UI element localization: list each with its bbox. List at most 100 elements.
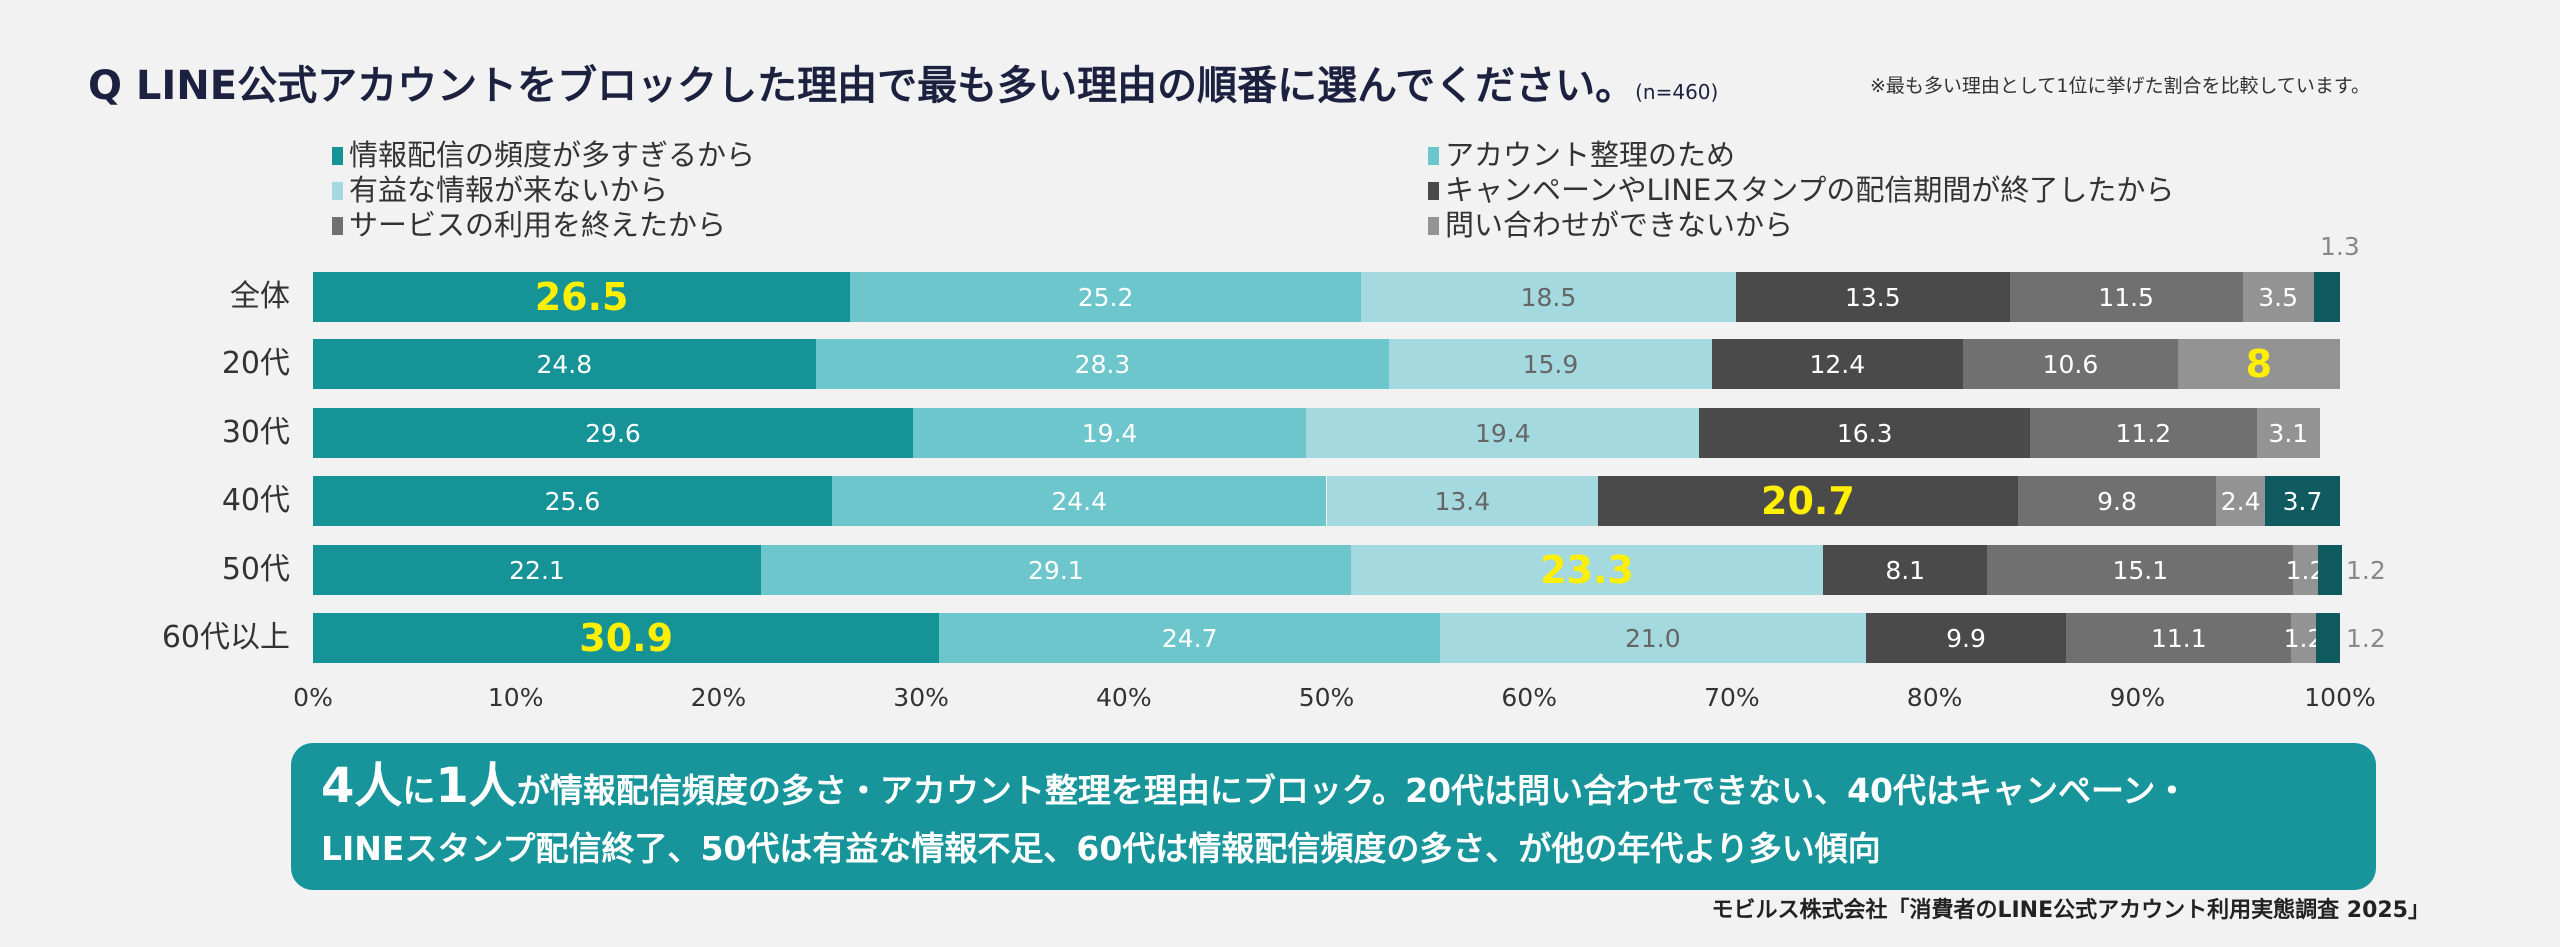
x-tick-label: 10% <box>487 683 544 712</box>
summary-text: に <box>402 771 436 810</box>
x-tick-label: 30% <box>893 683 949 712</box>
data-label: 26.5 <box>534 275 629 319</box>
bar-segment: 25.6 <box>313 476 832 526</box>
data-label: 2.4 <box>2220 486 2261 516</box>
bar-segment <box>2317 545 2342 595</box>
bar-segment: 8 <box>2177 339 2340 389</box>
legend-swatch <box>1428 181 1439 200</box>
category-label: 20代 <box>221 346 290 381</box>
bar-segment: 22.1 <box>313 545 761 595</box>
category-label: 60代以上 <box>161 620 290 655</box>
outside-data-label: 1.3 <box>2320 232 2360 261</box>
x-tick-label: 70% <box>1704 683 1760 712</box>
data-label: 24.4 <box>1051 486 1108 516</box>
bar-segment: 29.6 <box>313 408 913 458</box>
data-label: 24.7 <box>1161 623 1218 653</box>
bar-segment: 19.4 <box>912 408 1307 458</box>
bar-segment: 11.2 <box>2029 408 2257 458</box>
source-credit: モビルス株式会社「消費者のLINE公式アカウント利用実態調査 2025」 <box>1711 898 2430 923</box>
bar-segment: 25.2 <box>850 272 1361 322</box>
summary-text: LINEスタンプ配信終了、50代は有益な情報不足、60代は情報配信頻度の多さ、が… <box>321 829 1881 868</box>
summary-text: が情報配信頻度の多さ・アカウント整理を理由にブロック。20代は問い合わせできない… <box>516 771 2189 810</box>
data-label: 19.4 <box>1081 418 1138 448</box>
bar-segment: 24.4 <box>831 476 1327 526</box>
legend-label: 有益な情報が来ないから <box>349 173 669 207</box>
page-title: Q LINE公式アカウントをブロックした理由で最も多い理由の順番に選んでください… <box>88 64 1718 108</box>
bar-segment: 15.9 <box>1389 339 1712 389</box>
x-tick-label: 60% <box>1501 683 1557 712</box>
bar-segment: 9.9 <box>1865 613 2067 663</box>
bar-segment: 29.1 <box>760 545 1351 595</box>
bar-segment: 24.7 <box>939 613 1440 663</box>
bar-segment <box>2315 613 2340 663</box>
legend-label: 問い合わせができないから <box>1445 208 1794 242</box>
bar-segment: 3.5 <box>2242 272 2314 322</box>
sample-size: (n=460) <box>1635 80 1719 104</box>
legend-swatch <box>332 216 343 235</box>
data-label: 18.5 <box>1520 282 1577 312</box>
bar-segment: 13.4 <box>1326 476 1599 526</box>
data-label: 28.3 <box>1074 349 1131 379</box>
data-label: 13.5 <box>1844 282 1901 312</box>
data-label: 3.5 <box>2258 282 2299 312</box>
data-label: 23.3 <box>1540 548 1634 592</box>
bar-segment: 15.1 <box>1987 545 2294 595</box>
legend-label: キャンペーンやLINEスタンプの配信期間が終了したから <box>1445 173 2175 207</box>
bar-segment: 9.8 <box>2017 476 2217 526</box>
bar-segment <box>2313 272 2340 322</box>
data-label: 3.1 <box>2268 418 2309 448</box>
bar-segment: 3.7 <box>2265 476 2340 526</box>
footnote: ※最も多い理由として1位に挙げた割合を比較しています。 <box>1870 75 2370 97</box>
bar-segment: 16.3 <box>1699 408 2030 458</box>
x-tick-label: 0% <box>293 683 333 712</box>
bar-segment: 18.5 <box>1360 272 1736 322</box>
data-label: 21.0 <box>1624 623 1681 653</box>
summary-emph-1: 4人 <box>321 758 403 814</box>
bar-segment: 23.3 <box>1350 545 1824 595</box>
bar-segment: 19.4 <box>1306 408 1700 458</box>
data-label: 22.1 <box>509 555 565 585</box>
data-label: 9.8 <box>2097 486 2137 516</box>
bar-segment: 1.2 <box>2284 613 2323 663</box>
data-label: 13.4 <box>1434 486 1491 516</box>
data-label: 9.9 <box>1946 623 1986 653</box>
legend-label: 情報配信の頻度が多すぎるから <box>349 138 756 172</box>
legend-label: アカウント整理のため <box>1445 138 1736 172</box>
data-label: 30.9 <box>579 616 674 660</box>
outside-data-label: 1.2 <box>2346 624 2386 653</box>
bar-segment: 26.5 <box>313 272 851 322</box>
bar-segment: 11.1 <box>2066 613 2292 663</box>
data-label: 11.1 <box>2151 623 2207 653</box>
legend-item: 情報配信の頻度が多すぎるから <box>332 141 755 170</box>
legend-label: サービスの利用を終えたから <box>349 208 727 242</box>
data-label: 12.4 <box>1809 349 1866 379</box>
data-label: 3.7 <box>2282 486 2323 516</box>
bar-segment: 2.4 <box>2216 476 2265 526</box>
bar-segment: 1.2 <box>2286 545 2325 595</box>
summary-emph-2: 1人 <box>435 758 517 814</box>
data-label: 25.6 <box>544 486 601 516</box>
bar-segment: 12.4 <box>1711 339 1963 389</box>
category-label: 50代 <box>221 552 290 587</box>
category-label: 40代 <box>221 483 290 518</box>
data-label: 20.7 <box>1761 479 1855 523</box>
data-label: 16.3 <box>1836 418 1893 448</box>
legend-item: キャンペーンやLINEスタンプの配信期間が終了したから <box>1428 176 2174 205</box>
stacked-bar-plot: 26.5 25.2 18.5 13.5 11.5 3.5 24.8 28.3 15.9 12.4 1… <box>293 0 2386 710</box>
bar-segment: 24.8 <box>313 339 816 389</box>
bar-segment: 28.3 <box>815 339 1390 389</box>
data-label: 15.1 <box>2112 555 2169 585</box>
data-label: 10.6 <box>2042 349 2099 379</box>
legend-item: サービスの利用を終えたから <box>332 211 726 240</box>
data-label: 29.1 <box>1028 555 1084 585</box>
legend-swatch <box>1428 216 1439 235</box>
category-label: 30代 <box>221 415 290 450</box>
legend-item: 問い合わせができないから <box>1428 211 1793 240</box>
x-tick-label: 80% <box>1906 683 1963 712</box>
data-label: 8.1 <box>1885 555 1926 585</box>
bar-segment: 3.1 <box>2256 408 2320 458</box>
x-tick-label: 50% <box>1298 683 1355 712</box>
x-tick-label: 20% <box>690 683 747 712</box>
data-label: 19.4 <box>1475 418 1531 448</box>
outside-data-label: 1.2 <box>2346 556 2386 585</box>
